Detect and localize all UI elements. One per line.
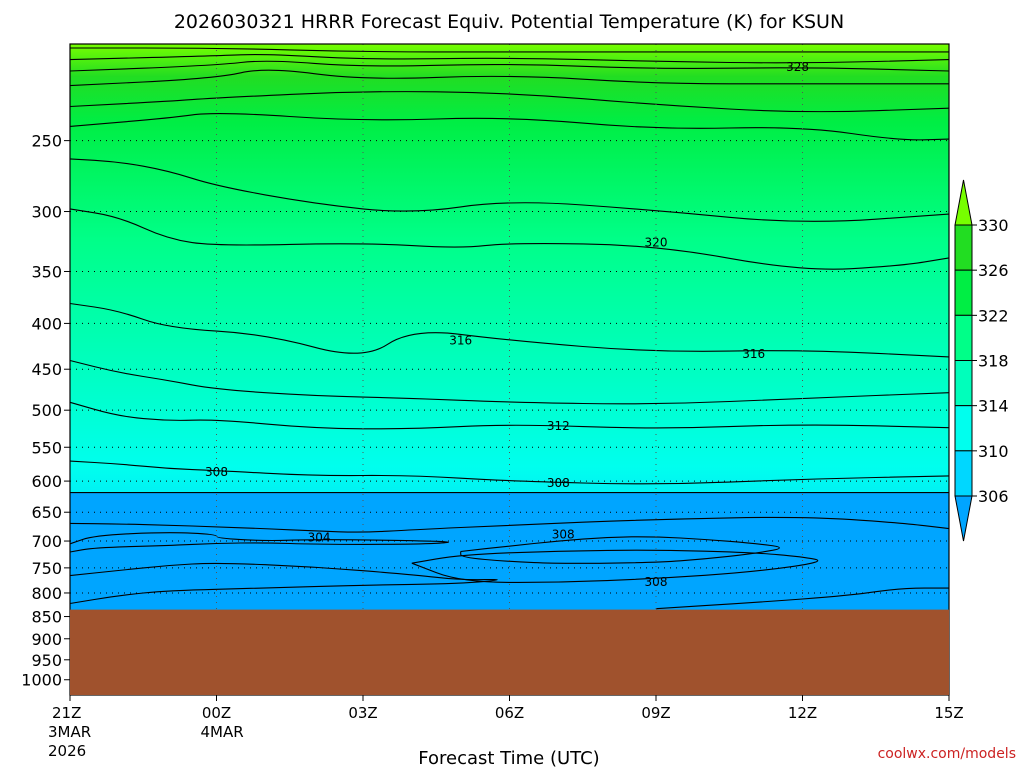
contour-lines	[69, 47, 950, 610]
colorbar-segment-4	[954, 405, 973, 452]
contour-label-4: 312	[547, 419, 570, 433]
x-tick-label-12Z: 12Z	[788, 704, 817, 722]
contour-label-2: 316	[449, 334, 472, 348]
contour-labels: 328 320 316 316 312 308 308 304 308 308	[205, 60, 809, 589]
y-tick-label-1000: 1000	[21, 671, 62, 690]
contour-line-330-1	[69, 53, 950, 64]
colorbar-segment-2	[954, 314, 973, 362]
colorbar-segment-5	[954, 450, 973, 497]
y-tick-label-800: 800	[31, 584, 62, 603]
y-tick-label-550: 550	[31, 438, 62, 457]
contour-line-304-14	[69, 532, 450, 553]
x-tick-label-15Z: 15Z	[934, 704, 963, 722]
colorbar-label-314: 314	[978, 397, 1009, 416]
y-tick-label-650: 650	[31, 503, 62, 522]
contour-label-8: 308	[552, 527, 575, 541]
contour-label-7: 304	[308, 531, 331, 545]
contour-line-322-5	[69, 113, 950, 141]
y-tick-label-500: 500	[31, 401, 62, 420]
chart-title: 2026030321 HRRR Forecast Equiv. Potentia…	[174, 11, 844, 33]
y-axis-ticks: 250 300 350 400 450 500 550 600 650 700 750 800 850 9…	[21, 132, 70, 690]
colorbar-label-330: 330	[978, 216, 1009, 235]
contour-line-318-7	[69, 208, 950, 270]
colorbar-label-318: 318	[978, 352, 1009, 371]
y-tick-label-850: 850	[31, 608, 62, 627]
contour-line-320-6	[69, 158, 950, 222]
colorbar: 306 310 314 318 322 326 330	[954, 179, 1009, 542]
contour-line-312-10	[69, 401, 950, 430]
y-tick-label-350: 350	[31, 262, 62, 281]
contour-line-326-3	[69, 69, 949, 87]
contour-label-9: 308	[645, 575, 668, 589]
x-tick-date-21Z: 3MAR	[48, 723, 91, 741]
colorbar-segment-3	[954, 360, 973, 407]
contour-line-330-0	[69, 47, 949, 53]
y-tick-label-450: 450	[31, 360, 62, 379]
x-tick-label-06Z: 06Z	[495, 704, 524, 722]
contour-line-306-13	[69, 516, 950, 533]
contour-label-6: 308	[547, 476, 570, 490]
contour-line-306-18	[655, 587, 949, 610]
contour-label-0: 328	[786, 60, 809, 74]
x-tick-label-00Z: 00Z	[202, 704, 231, 722]
contour-line-310-11	[69, 460, 950, 485]
y-tick-label-300: 300	[31, 203, 62, 222]
y-tick-label-750: 750	[31, 559, 62, 578]
x-tick-year-21Z: 2026	[48, 742, 86, 760]
y-tick-label-400: 400	[31, 314, 62, 333]
contour-line-308-16	[411, 549, 819, 583]
low-level-band	[70, 492, 949, 610]
contour-line-316-8	[69, 302, 950, 358]
ground-layer	[70, 609, 949, 695]
x-tick-label-03Z: 03Z	[348, 704, 377, 722]
contour-label-1: 320	[645, 236, 668, 250]
credit-text: coolwx.com/models	[878, 746, 1016, 762]
colorbar-label-326: 326	[978, 261, 1009, 280]
x-tick-label-09Z: 09Z	[641, 704, 670, 722]
x-tick-label-21Z: 21Z	[52, 704, 81, 722]
x-tick-date-00Z: 4MAR	[201, 723, 244, 741]
contour-line-328-2	[69, 60, 950, 72]
contour-line-324-4	[69, 91, 950, 113]
y-tick-label-250: 250	[31, 132, 62, 151]
colorbar-extend-top	[954, 179, 973, 226]
colorbar-segment-1	[954, 269, 973, 316]
colorbar-label-310: 310	[978, 442, 1009, 461]
contour-label-3: 316	[742, 347, 765, 361]
y-tick-label-950: 950	[31, 651, 62, 670]
contour-line-308-15	[460, 536, 780, 564]
contour-label-5: 308	[205, 465, 228, 479]
contour-line-314-9	[69, 359, 950, 405]
y-tick-label-700: 700	[31, 532, 62, 551]
colorbar-label-306: 306	[978, 487, 1009, 506]
y-tick-label-600: 600	[31, 472, 62, 491]
colorbar-label-322: 322	[978, 306, 1009, 325]
colorbar-segment-0	[954, 224, 973, 271]
ground-fill	[70, 609, 949, 695]
contour-line-306-17	[69, 562, 498, 605]
y-tick-label-900: 900	[31, 630, 62, 649]
colorbar-extend-bottom	[954, 495, 973, 542]
x-axis-label: Forecast Time (UTC)	[418, 748, 599, 768]
